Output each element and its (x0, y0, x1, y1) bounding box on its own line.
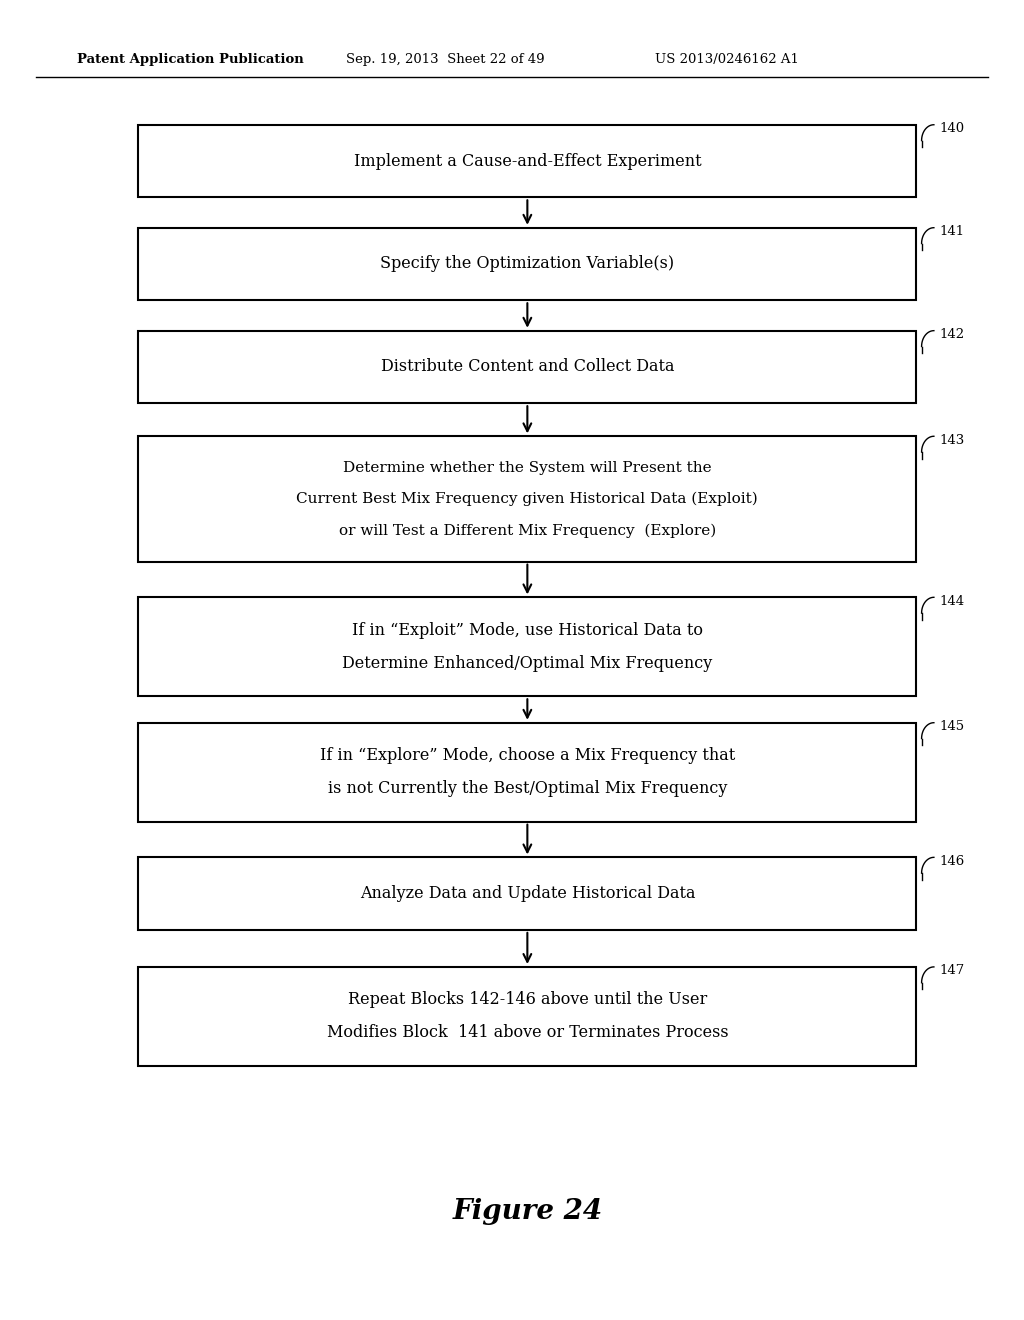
Text: Specify the Optimization Variable(s): Specify the Optimization Variable(s) (380, 256, 675, 272)
Text: or will Test a Different Mix Frequency  (Explore): or will Test a Different Mix Frequency (… (339, 523, 716, 537)
FancyBboxPatch shape (138, 227, 916, 300)
FancyBboxPatch shape (138, 436, 916, 562)
FancyBboxPatch shape (138, 124, 916, 197)
FancyBboxPatch shape (138, 597, 916, 697)
Text: 147: 147 (939, 964, 965, 977)
Text: Figure 24: Figure 24 (453, 1199, 602, 1225)
Text: 144: 144 (939, 594, 965, 607)
Text: Repeat Blocks 142-146 above until the User: Repeat Blocks 142-146 above until the Us… (348, 991, 707, 1008)
Text: 146: 146 (939, 855, 965, 867)
FancyBboxPatch shape (138, 330, 916, 404)
Text: US 2013/0246162 A1: US 2013/0246162 A1 (655, 53, 800, 66)
Text: Implement a Cause-and-Effect Experiment: Implement a Cause-and-Effect Experiment (353, 153, 701, 169)
Text: Patent Application Publication: Patent Application Publication (77, 53, 303, 66)
FancyBboxPatch shape (138, 966, 916, 1067)
Text: 142: 142 (939, 329, 965, 341)
Text: Modifies Block  141 above or Terminates Process: Modifies Block 141 above or Terminates P… (327, 1024, 728, 1041)
Text: If in “Exploit” Mode, use Historical Data to: If in “Exploit” Mode, use Historical Dat… (352, 622, 702, 639)
FancyBboxPatch shape (138, 722, 916, 821)
Text: Current Best Mix Frequency given Historical Data (Exploit): Current Best Mix Frequency given Histori… (297, 492, 758, 506)
FancyBboxPatch shape (138, 858, 916, 929)
Text: Determine Enhanced/Optimal Mix Frequency: Determine Enhanced/Optimal Mix Frequency (342, 655, 713, 672)
Text: 145: 145 (939, 721, 965, 733)
Text: is not Currently the Best/Optimal Mix Frequency: is not Currently the Best/Optimal Mix Fr… (328, 780, 727, 797)
Text: 140: 140 (939, 123, 965, 135)
Text: 143: 143 (939, 433, 965, 446)
Text: 141: 141 (939, 224, 965, 238)
Text: Determine whether the System will Present the: Determine whether the System will Presen… (343, 461, 712, 475)
Text: Distribute Content and Collect Data: Distribute Content and Collect Data (381, 359, 674, 375)
Text: If in “Explore” Mode, choose a Mix Frequency that: If in “Explore” Mode, choose a Mix Frequ… (319, 747, 735, 764)
Text: Analyze Data and Update Historical Data: Analyze Data and Update Historical Data (359, 886, 695, 902)
Text: Sep. 19, 2013  Sheet 22 of 49: Sep. 19, 2013 Sheet 22 of 49 (346, 53, 545, 66)
